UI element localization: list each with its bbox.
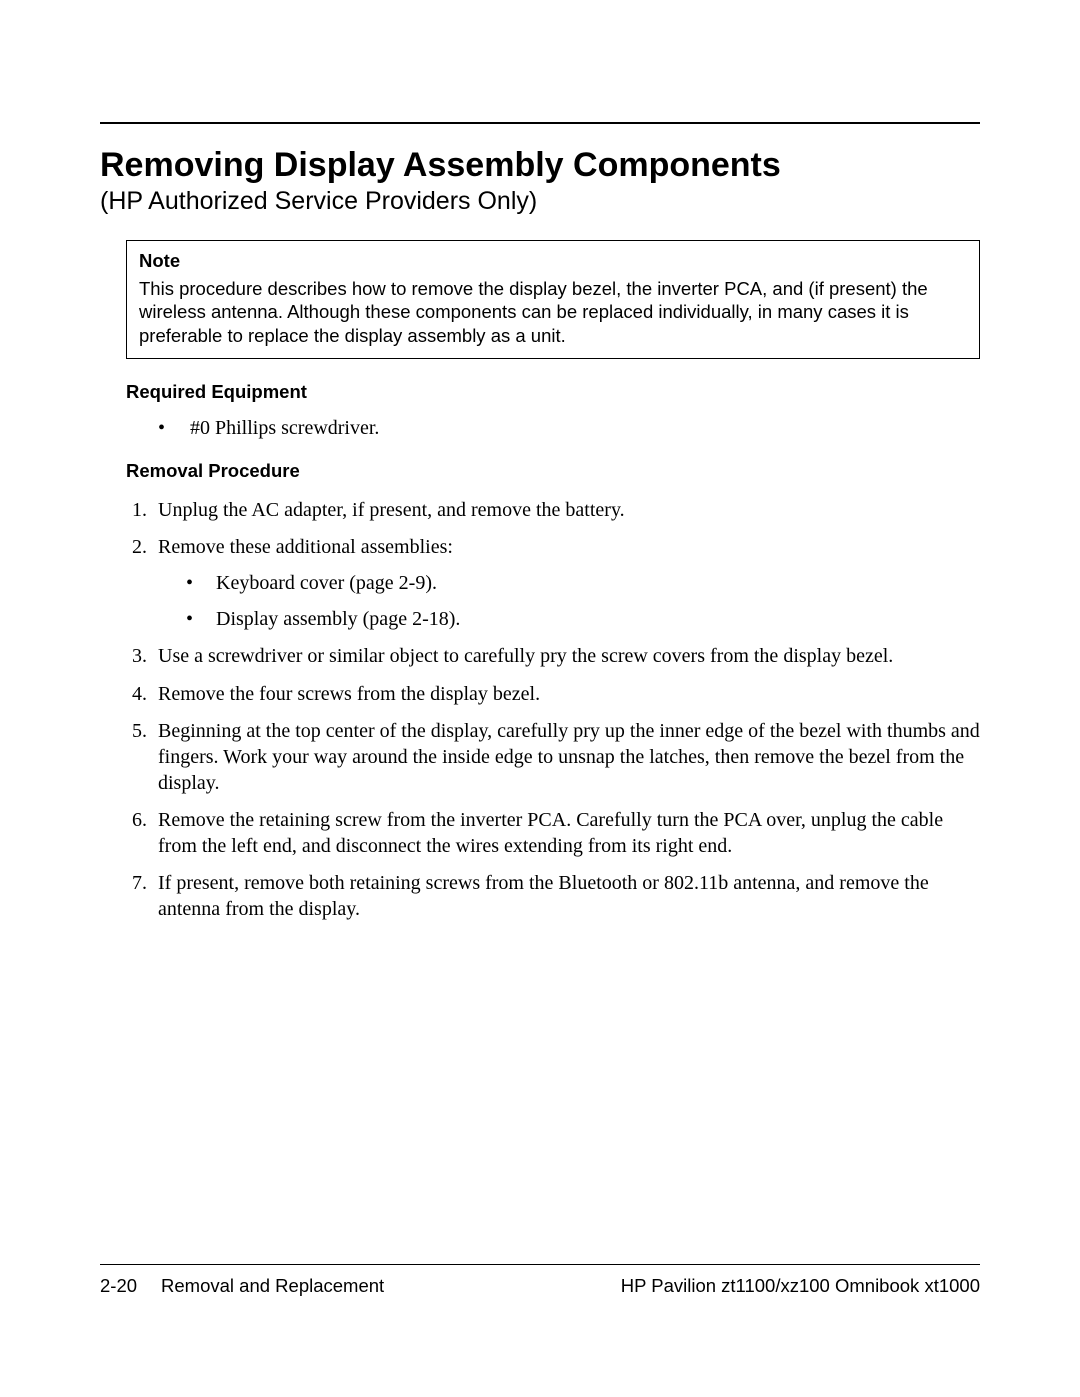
heading-removal-procedure: Removal Procedure — [126, 460, 980, 482]
note-box: Note This procedure describes how to rem… — [126, 240, 980, 359]
note-body: This procedure describes how to remove t… — [139, 277, 967, 348]
list-item: #0 Phillips screwdriver. — [158, 417, 980, 440]
step-text: Remove the four screws from the display … — [158, 683, 540, 705]
required-equipment-list: #0 Phillips screwdriver. — [158, 417, 980, 440]
step-text: Remove the retaining screw from the inve… — [158, 809, 943, 857]
bottom-rule — [100, 1264, 980, 1265]
list-item: If present, remove both retaining screws… — [132, 871, 980, 922]
list-item: Use a screwdriver or similar object to c… — [132, 644, 980, 670]
list-item: Beginning at the top center of the displ… — [132, 719, 980, 796]
top-rule — [100, 122, 980, 124]
footer-section: Removal and Replacement — [161, 1275, 384, 1297]
page-title: Removing Display Assembly Components — [100, 146, 980, 185]
list-item: Unplug the AC adapter, if present, and r… — [132, 498, 980, 524]
list-item: Display assembly (page 2-18). — [186, 607, 980, 633]
list-item: Remove the four screws from the display … — [132, 682, 980, 708]
sub-list: Keyboard cover (page 2-9). Display assem… — [186, 571, 980, 632]
step-text: Remove these additional assemblies: — [158, 536, 453, 558]
note-heading: Note — [139, 249, 967, 273]
list-item: Remove the retaining screw from the inve… — [132, 808, 980, 859]
step-text: Beginning at the top center of the displ… — [158, 720, 980, 793]
step-text: Use a screwdriver or similar object to c… — [158, 645, 893, 667]
step-text: Unplug the AC adapter, if present, and r… — [158, 499, 625, 521]
footer-product: HP Pavilion zt1100/xz100 Omnibook xt1000 — [621, 1275, 980, 1297]
step-text: If present, remove both retaining screws… — [158, 872, 929, 920]
heading-required-equipment: Required Equipment — [126, 381, 980, 403]
list-item: Remove these additional assemblies: Keyb… — [132, 535, 980, 632]
removal-procedure-list: Unplug the AC adapter, if present, and r… — [132, 498, 980, 923]
page-subtitle: (HP Authorized Service Providers Only) — [100, 187, 980, 216]
list-item: Keyboard cover (page 2-9). — [186, 571, 980, 597]
page-footer: 2-20 Removal and Replacement HP Pavilion… — [100, 1264, 980, 1297]
page-number: 2-20 — [100, 1275, 137, 1297]
